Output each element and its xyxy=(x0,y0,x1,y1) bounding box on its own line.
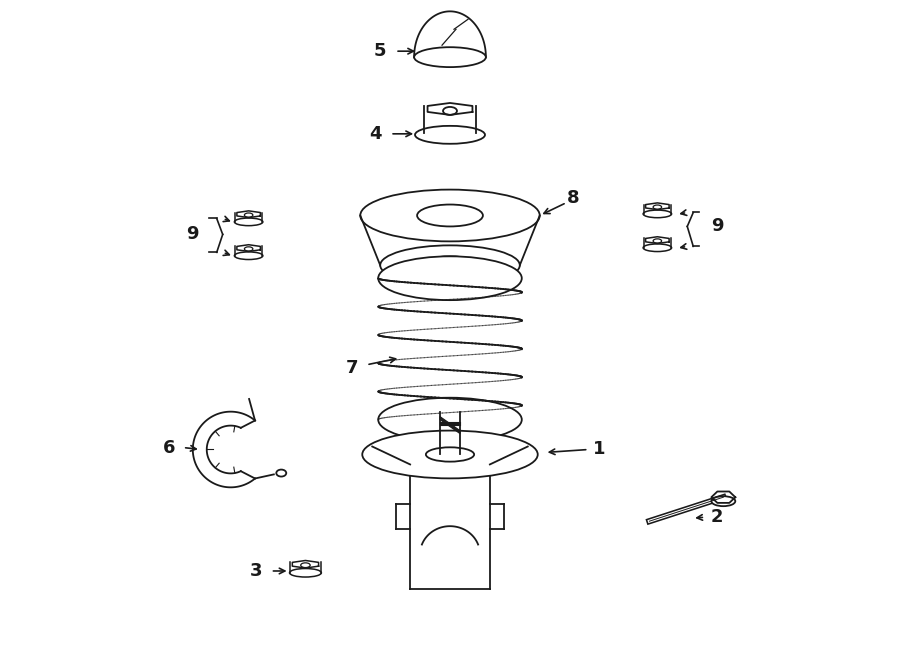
Ellipse shape xyxy=(290,568,321,577)
Text: 6: 6 xyxy=(163,438,176,457)
Text: 1: 1 xyxy=(593,440,606,459)
Text: 2: 2 xyxy=(711,508,724,526)
Text: 9: 9 xyxy=(186,225,199,243)
Text: 3: 3 xyxy=(249,562,262,580)
Text: 9: 9 xyxy=(711,217,724,235)
Text: 8: 8 xyxy=(567,188,580,206)
Text: 7: 7 xyxy=(346,359,358,377)
Ellipse shape xyxy=(378,256,522,300)
Ellipse shape xyxy=(378,398,522,442)
Text: 4: 4 xyxy=(369,125,382,143)
Ellipse shape xyxy=(363,430,537,479)
Ellipse shape xyxy=(414,47,486,67)
Ellipse shape xyxy=(711,496,735,506)
Text: 5: 5 xyxy=(374,42,386,60)
Ellipse shape xyxy=(360,190,540,241)
Ellipse shape xyxy=(644,210,671,217)
Ellipse shape xyxy=(415,126,485,144)
Ellipse shape xyxy=(234,218,263,225)
Ellipse shape xyxy=(234,252,263,260)
Ellipse shape xyxy=(380,245,520,285)
Ellipse shape xyxy=(276,469,286,477)
Ellipse shape xyxy=(644,244,671,252)
